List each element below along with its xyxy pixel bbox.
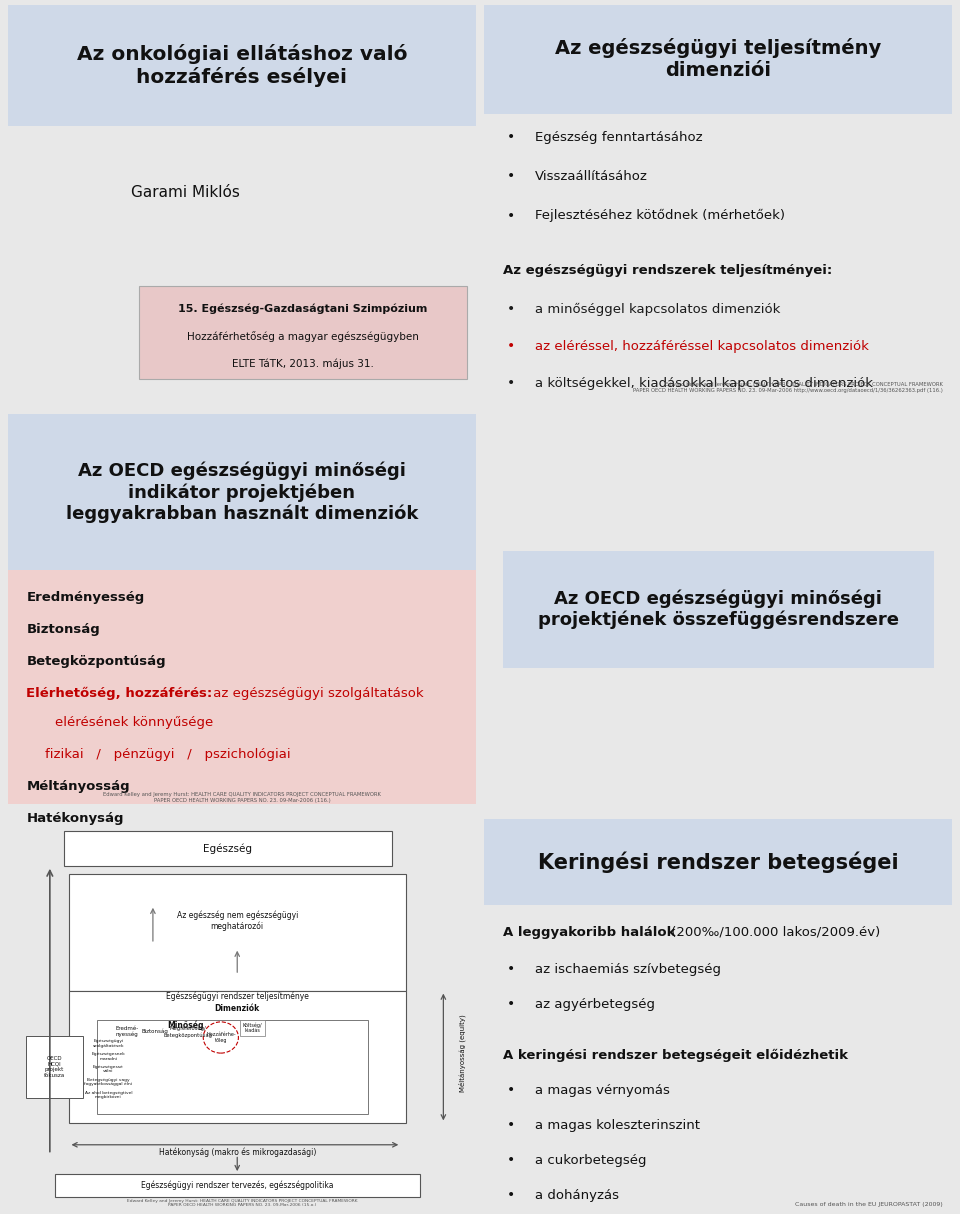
- Text: Betegségügyi vagy
fogyatékossággal élni: Betegségügyi vagy fogyatékossággal élni: [84, 1078, 132, 1087]
- Text: elérésének könnyűsége: elérésének könnyűsége: [55, 716, 213, 730]
- Text: •: •: [507, 1118, 516, 1133]
- Text: ELTE TáTK, 2013. május 31.: ELTE TáTK, 2013. május 31.: [232, 358, 373, 369]
- Text: Biztonság: Biztonság: [27, 623, 100, 636]
- Text: fizikai   /   pénzügyi   /   pszichológiai: fizikai / pénzügyi / pszichológiai: [45, 749, 291, 761]
- Text: Eredmé-
nyesség: Eredmé- nyesség: [115, 1026, 139, 1037]
- FancyBboxPatch shape: [139, 285, 467, 379]
- Text: •: •: [507, 998, 516, 1011]
- Text: Hatékonyság (makro és mikrogazdasági): Hatékonyság (makro és mikrogazdasági): [158, 1147, 316, 1157]
- Text: 15. Egészség-Gazdaságtani Szimpózium: 15. Egészség-Gazdaságtani Szimpózium: [179, 304, 427, 314]
- Text: Edward Kelley and Jeremy Hurst: HEALTH CARE QUALITY INDICATORS PROJECT CONCEPTUA: Edward Kelley and Jeremy Hurst: HEALTH C…: [127, 1198, 357, 1207]
- Text: •: •: [507, 339, 516, 353]
- FancyBboxPatch shape: [68, 874, 406, 991]
- Text: (200‰/100.000 lakos/2009.év): (200‰/100.000 lakos/2009.év): [666, 925, 879, 938]
- Text: Edward Kelley and Jeremy Hurst: HEALTH CARE QUALITY INDICATORS PROJECT CONCEPTUA: Edward Kelley and Jeremy Hurst: HEALTH C…: [103, 792, 381, 802]
- Text: Elérhetőség, hozzáférés:: Elérhetőség, hozzáférés:: [27, 687, 213, 700]
- Text: Betegközpontúság: Betegközpontúság: [27, 656, 166, 668]
- Text: •: •: [507, 302, 516, 316]
- Text: a cukorbetegség: a cukorbetegség: [536, 1153, 647, 1167]
- Text: •: •: [507, 1153, 516, 1168]
- Text: Hatékonyság: Hatékonyság: [27, 812, 124, 826]
- Text: Egészségügyi
szolgáltatések: Egészségügyi szolgáltatések: [93, 1039, 124, 1048]
- FancyBboxPatch shape: [55, 1174, 420, 1197]
- Text: a dohányzás: a dohányzás: [536, 1189, 619, 1202]
- Text: a magas vérnyomás: a magas vérnyomás: [536, 1084, 670, 1096]
- FancyBboxPatch shape: [97, 1020, 369, 1113]
- Text: Causes of death in the EU JEUROPASTAT (2009): Causes of death in the EU JEUROPASTAT (2…: [795, 1202, 943, 1207]
- Text: •: •: [507, 170, 516, 183]
- Text: Költség/
kiadás: Költség/ kiadás: [243, 1022, 262, 1033]
- Text: Az onkológiai ellátáshoz való
hozzáférés esélyei: Az onkológiai ellátáshoz való hozzáférés…: [77, 44, 407, 87]
- Text: Biztonság: Biztonság: [142, 1029, 169, 1034]
- Text: Az egészség nem egészségügyi
meghatározói: Az egészség nem egészségügyi meghatározó…: [177, 910, 298, 931]
- Text: Az OECD egészségügyi minőségi
projektjének összefüggésrendszere: Az OECD egészségügyi minőségi projektjén…: [538, 590, 899, 629]
- Text: Egészségügyi rendszer teljesítménye: Egészségügyi rendszer teljesítménye: [166, 992, 309, 1002]
- Text: az ischaemiás szívbetegség: az ischaemiás szívbetegség: [536, 963, 721, 976]
- Text: Egészség fenntartásához: Egészség fenntartásához: [536, 131, 703, 144]
- Text: Minőség: Minőség: [167, 1020, 204, 1029]
- FancyBboxPatch shape: [484, 819, 952, 904]
- Text: Egészségügyi rendszer tervezés, egészségpolitika: Egészségügyi rendszer tervezés, egészség…: [141, 1181, 333, 1191]
- FancyBboxPatch shape: [8, 5, 476, 126]
- Text: Edward Kelley and Jeremy Hurst: HEALTH CARE QUALITY INDICATORS PROJECT CONCEPTUA: Edward Kelley and Jeremy Hurst: HEALTH C…: [633, 382, 943, 393]
- FancyBboxPatch shape: [8, 414, 476, 571]
- Text: A leggyakoribb halálok: A leggyakoribb halálok: [503, 925, 675, 938]
- Text: Az OECD egészségügyi minőségi
indikátor projektjében
leggyakrabban használt dime: Az OECD egészségügyi minőségi indikátor …: [65, 461, 419, 523]
- Text: Hozzáférhe-
tőleg: Hozzáférhe- tőleg: [206, 1032, 235, 1043]
- Text: Méltányosság: Méltányosság: [27, 781, 130, 794]
- Text: Az egészségügyi teljesítmény
dimenziói: Az egészségügyi teljesítmény dimenziói: [555, 39, 881, 80]
- Text: •: •: [507, 963, 516, 976]
- FancyBboxPatch shape: [503, 551, 933, 668]
- Text: OECD
HCQI
projekt
fókusza: OECD HCQI projekt fókusza: [44, 1055, 65, 1078]
- FancyBboxPatch shape: [8, 571, 476, 805]
- FancyBboxPatch shape: [484, 5, 952, 114]
- Text: Hozzáférhetőség a magyar egészségügyben: Hozzáférhetőség a magyar egészségügyben: [187, 331, 419, 342]
- Text: a minőséggel kapcsolatos dimenziók: a minőséggel kapcsolatos dimenziók: [536, 302, 780, 316]
- Text: •: •: [507, 376, 516, 390]
- Text: az eléréssel, hozzáféréssel kapcsolatos dimenziók: az eléréssel, hozzáféréssel kapcsolatos …: [536, 340, 869, 353]
- Text: Keringési rendszer betegségei: Keringési rendszer betegségei: [538, 851, 899, 873]
- Text: •: •: [507, 1189, 516, 1203]
- FancyBboxPatch shape: [68, 991, 406, 1123]
- Text: Méltányosság (equity): Méltányosság (equity): [458, 1014, 466, 1091]
- FancyBboxPatch shape: [64, 830, 392, 866]
- Text: Megfelelőség/
betegközpontúság: Megfelelőség/ betegközpontúság: [163, 1026, 212, 1038]
- Text: A keringési rendszer betegségeit előidézhetik: A keringési rendszer betegségeit előidéz…: [503, 1049, 848, 1061]
- Text: •: •: [507, 130, 516, 144]
- Text: •: •: [507, 209, 516, 222]
- Text: Visszaállításához: Visszaállításához: [536, 170, 648, 183]
- Text: a költségekkel, kiadásokkal kapcsolatos dimenziók: a költségekkel, kiadásokkal kapcsolatos …: [536, 376, 874, 390]
- Text: Az egészségügyi rendszerek teljesítményei:: Az egészségügyi rendszerek teljesítménye…: [503, 263, 831, 277]
- Text: a magas koleszterinszint: a magas koleszterinszint: [536, 1119, 701, 1131]
- FancyBboxPatch shape: [240, 1020, 265, 1036]
- Text: Garami Miklós: Garami Miklós: [132, 185, 240, 199]
- Text: az egészségügyi szolgáltatások: az egészségügyi szolgáltatások: [209, 687, 423, 700]
- Text: Fejlesztéséhez kötődnek (mérhetőek): Fejlesztéséhez kötődnek (mérhetőek): [536, 209, 785, 222]
- Text: Egészség: Egészség: [204, 843, 252, 853]
- FancyBboxPatch shape: [27, 1036, 83, 1097]
- Text: Az ahol betegségtivel
megbirkózni: Az ahol betegségtivel megbirkózni: [84, 1090, 132, 1099]
- Text: Dimenziók: Dimenziók: [215, 1004, 260, 1012]
- Text: Egészségessé
válni: Egészségessé válni: [93, 1065, 124, 1073]
- Text: •: •: [507, 1083, 516, 1097]
- Text: Egészségesnek
maradni: Egészségesnek maradni: [91, 1051, 125, 1061]
- Text: az agyérbetegség: az agyérbetegség: [536, 998, 656, 1011]
- Text: Eredményesség: Eredményesség: [27, 591, 145, 605]
